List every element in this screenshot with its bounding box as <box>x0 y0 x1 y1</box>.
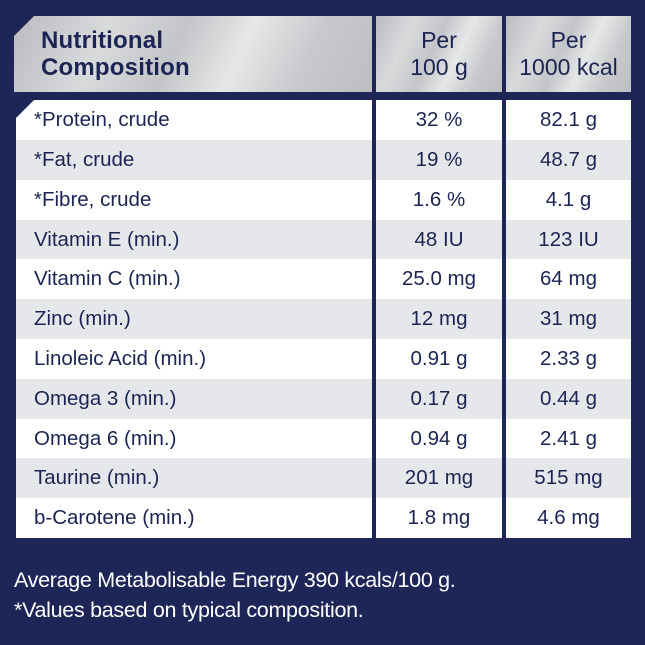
value-per-1000kcal: 31 mg <box>540 307 597 330</box>
value-per-100g: 12 mg <box>410 307 468 330</box>
column-header-per-1000kcal-line2: 1000 kcal <box>519 54 618 80</box>
value-per-1000kcal: 82.1 g <box>540 108 597 131</box>
value-per-1000kcal: 64 mg <box>540 267 597 290</box>
nutrition-table-body: *Protein, crude 32 % 82.1 g *Fat, crude … <box>16 100 631 538</box>
column-divider <box>502 100 506 538</box>
column-header-per-1000kcal: Per 1000 kcal <box>506 27 631 81</box>
value-per-100g: 25.0 mg <box>401 267 477 290</box>
nutrient-name: Taurine (min.) <box>34 466 160 489</box>
header-per-1000kcal-cell: Per 1000 kcal <box>506 16 631 92</box>
nutrient-name: Vitamin E (min.) <box>34 228 180 251</box>
table-row: Vitamin C (min.) 25.0 mg 64 mg <box>16 259 631 299</box>
table-row: *Fat, crude 19 % 48.7 g <box>16 140 631 180</box>
value-per-1000kcal: 515 mg <box>534 466 603 489</box>
value-per-100g: 1.6 % <box>412 188 466 211</box>
table-row: Linoleic Acid (min.) 0.91 g 2.33 g <box>16 339 631 379</box>
column-header-per-1000kcal-line1: Per <box>550 27 587 53</box>
nutrient-name: b-Carotene (min.) <box>34 506 195 529</box>
values-footnote: *Values based on typical composition. <box>14 598 364 622</box>
value-per-100g: 19 % <box>415 148 463 171</box>
value-per-100g: 32 % <box>415 108 463 131</box>
value-per-100g: 201 mg <box>404 466 474 489</box>
nutrient-name: Omega 3 (min.) <box>34 387 177 410</box>
nutrient-name: Linoleic Acid (min.) <box>34 347 207 370</box>
value-per-1000kcal: 123 IU <box>538 228 599 251</box>
value-per-1000kcal: 4.1 g <box>545 188 592 211</box>
table-row: Vitamin E (min.) 48 IU 123 IU <box>16 220 631 260</box>
nutrient-name: *Protein, crude <box>34 108 170 131</box>
header-title-cell: Nutritional Composition <box>14 16 372 92</box>
table-row: *Protein, crude 32 % 82.1 g <box>16 100 631 140</box>
nutrient-name: Omega 6 (min.) <box>34 427 177 450</box>
column-header-per-100g-line2: 100 g <box>410 54 468 80</box>
nutrient-name: Vitamin C (min.) <box>34 267 181 290</box>
value-per-100g: 1.8 mg <box>407 506 471 529</box>
column-header-per-100g: Per 100 g <box>376 27 502 81</box>
nutrient-name: *Fibre, crude <box>34 188 152 211</box>
table-row: Zinc (min.) 12 mg 31 mg <box>16 299 631 339</box>
table-row: Omega 3 (min.) 0.17 g 0.44 g <box>16 379 631 419</box>
value-per-1000kcal: 0.44 g <box>540 387 597 410</box>
column-header-per-100g-line1: Per <box>421 27 457 53</box>
value-per-100g: 48 IU <box>414 228 464 251</box>
table-title-line1: Nutritional <box>41 27 164 54</box>
nutrient-name: *Fat, crude <box>34 148 135 171</box>
value-per-100g: 0.17 g <box>410 387 468 410</box>
table-row: *Fibre, crude 1.6 % 4.1 g <box>16 180 631 220</box>
column-divider <box>372 100 376 538</box>
value-per-1000kcal: 2.33 g <box>540 347 597 370</box>
table-row: b-Carotene (min.) 1.8 mg 4.6 mg <box>16 498 631 538</box>
table-row: Taurine (min.) 201 mg 515 mg <box>16 458 631 498</box>
nutrient-name: Zinc (min.) <box>34 307 131 330</box>
value-per-1000kcal: 2.41 g <box>540 427 597 450</box>
value-per-100g: 0.91 g <box>410 347 468 370</box>
value-per-1000kcal: 48.7 g <box>540 148 597 171</box>
table-title-line2: Composition <box>41 54 190 81</box>
value-per-1000kcal: 4.6 mg <box>537 506 600 529</box>
table-row: Omega 6 (min.) 0.94 g 2.41 g <box>16 419 631 459</box>
energy-note: Average Metabolisable Energy 390 kcals/1… <box>14 568 456 592</box>
header-per-100g-cell: Per 100 g <box>376 16 502 92</box>
value-per-100g: 0.94 g <box>410 427 468 450</box>
table-title: Nutritional Composition <box>41 27 190 81</box>
